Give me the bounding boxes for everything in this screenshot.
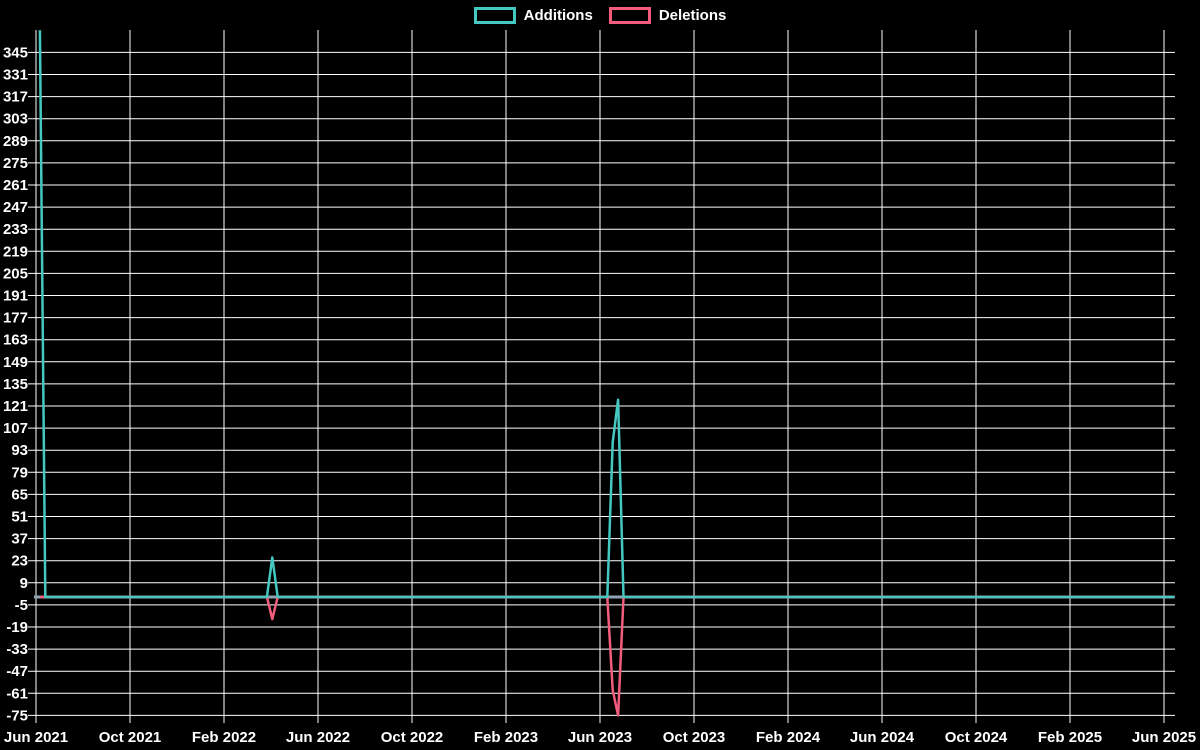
svg-text:Jun 2021: Jun 2021 — [4, 729, 68, 746]
svg-text:149: 149 — [3, 354, 28, 371]
legend-item-deletions[interactable]: Deletions — [609, 7, 727, 24]
svg-text:219: 219 — [3, 243, 28, 260]
svg-text:135: 135 — [3, 376, 28, 393]
svg-text:289: 289 — [3, 133, 28, 150]
svg-text:Jun 2024: Jun 2024 — [850, 729, 915, 746]
svg-text:-19: -19 — [6, 619, 28, 636]
svg-text:-47: -47 — [6, 663, 28, 680]
svg-text:65: 65 — [11, 486, 28, 503]
svg-text:37: 37 — [11, 531, 28, 548]
chart-legend: Additions Deletions — [0, 7, 1200, 24]
legend-label-additions: Additions — [524, 7, 593, 24]
svg-text:345: 345 — [3, 44, 28, 61]
svg-text:233: 233 — [3, 221, 28, 238]
svg-text:9: 9 — [20, 575, 28, 592]
additions-line — [40, 30, 1175, 597]
svg-text:261: 261 — [3, 177, 28, 194]
svg-text:79: 79 — [11, 464, 28, 481]
svg-text:Oct 2021: Oct 2021 — [99, 729, 162, 746]
legend-item-additions[interactable]: Additions — [474, 7, 593, 24]
gridlines — [28, 30, 1175, 723]
svg-text:Feb 2025: Feb 2025 — [1038, 729, 1102, 746]
svg-text:Jun 2025: Jun 2025 — [1132, 729, 1196, 746]
svg-text:Oct 2023: Oct 2023 — [663, 729, 726, 746]
deletions-line — [40, 597, 1175, 715]
svg-text:205: 205 — [3, 265, 28, 282]
svg-text:191: 191 — [3, 288, 28, 305]
svg-text:93: 93 — [11, 442, 28, 459]
svg-text:163: 163 — [3, 332, 28, 349]
svg-text:23: 23 — [11, 553, 28, 570]
svg-text:Oct 2024: Oct 2024 — [945, 729, 1008, 746]
svg-text:331: 331 — [3, 67, 28, 84]
legend-label-deletions: Deletions — [659, 7, 727, 24]
svg-text:-5: -5 — [15, 597, 28, 614]
svg-text:-61: -61 — [6, 685, 28, 702]
svg-text:51: 51 — [11, 509, 28, 526]
svg-text:Feb 2023: Feb 2023 — [474, 729, 538, 746]
svg-text:303: 303 — [3, 111, 28, 128]
y-axis-labels: 345 331 317 303 289 275 261 247 233 219 205 191 177 1… — [3, 44, 28, 724]
svg-text:-33: -33 — [6, 641, 28, 658]
svg-text:275: 275 — [3, 155, 28, 172]
chart-plot-area: 345 331 317 303 289 275 261 247 233 219 205 191 177 1… — [0, 0, 1200, 750]
svg-text:Feb 2024: Feb 2024 — [756, 729, 821, 746]
svg-text:Jun 2023: Jun 2023 — [568, 729, 632, 746]
svg-text:317: 317 — [3, 89, 28, 106]
svg-text:Feb 2022: Feb 2022 — [192, 729, 256, 746]
svg-text:-75: -75 — [6, 707, 28, 724]
additions-swatch-icon — [474, 7, 516, 24]
svg-text:247: 247 — [3, 199, 28, 216]
deletions-swatch-icon — [609, 7, 651, 24]
svg-text:177: 177 — [3, 310, 28, 327]
svg-text:Jun 2022: Jun 2022 — [286, 729, 350, 746]
svg-text:121: 121 — [3, 398, 28, 415]
svg-text:107: 107 — [3, 420, 28, 437]
additions-deletions-chart: 345 331 317 303 289 275 261 247 233 219 205 191 177 1… — [0, 0, 1200, 750]
svg-text:Oct 2022: Oct 2022 — [381, 729, 444, 746]
x-axis-labels: Jun 2021 Oct 2021 Feb 2022 Jun 2022 Oct 2022… — [4, 729, 1196, 746]
